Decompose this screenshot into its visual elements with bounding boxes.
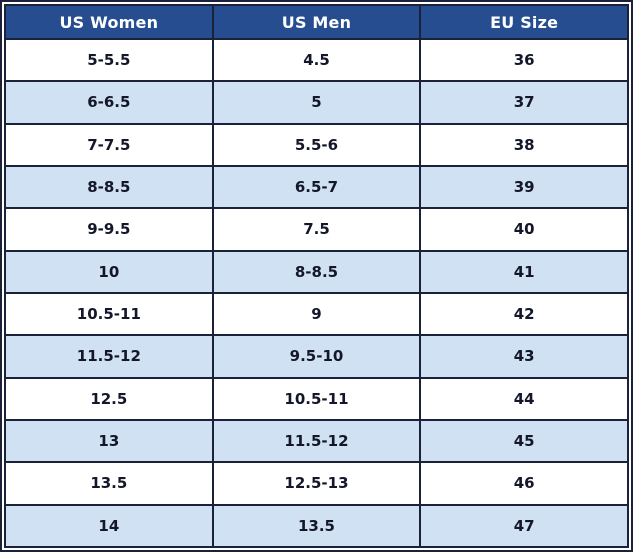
table-row: 13.5 12.5-13 46	[4, 461, 629, 506]
size-cell: 10.5-11	[211, 376, 422, 421]
size-cell: 6.5-7	[211, 164, 422, 210]
table-row: 5-5.5 4.5 36	[4, 37, 629, 83]
table-row: 14 13.5 47	[4, 503, 629, 549]
size-cell: 46	[419, 461, 629, 506]
size-table: US Women US Men EU Size 5-5.5 4.5 36 6-6.5 5…	[4, 4, 629, 549]
table-row: 10.5-11 9 42	[4, 291, 629, 337]
table-row: 9-9.5 7.5 40	[4, 207, 629, 252]
column-header-us-men: US Men	[211, 4, 422, 40]
size-cell: 14	[4, 503, 214, 549]
size-cell: 8-8.5	[211, 249, 422, 294]
size-cell: 11.5-12	[4, 334, 214, 379]
size-cell: 9.5-10	[211, 334, 422, 379]
size-cell: 8-8.5	[4, 164, 214, 210]
size-cell: 43	[419, 334, 629, 379]
size-cell: 36	[419, 37, 629, 83]
column-header-eu-size: EU Size	[419, 4, 629, 40]
size-cell: 45	[419, 418, 629, 464]
size-cell: 44	[419, 376, 629, 421]
size-cell: 41	[419, 249, 629, 294]
size-cell: 37	[419, 80, 629, 125]
size-cell: 10	[4, 249, 214, 294]
table-row: 7-7.5 5.5-6 38	[4, 122, 629, 167]
size-table-body: 5-5.5 4.5 36 6-6.5 5 37 7-7.5 5.5-6 38 8-8.5 6.5-7…	[4, 37, 629, 549]
table-row: 12.5 10.5-11 44	[4, 376, 629, 421]
size-cell: 39	[419, 164, 629, 210]
size-cell: 13.5	[211, 503, 422, 549]
table-row: 6-6.5 5 37	[4, 80, 629, 125]
header-row: US Women US Men EU Size	[4, 4, 629, 40]
size-cell: 11.5-12	[211, 418, 422, 464]
size-cell: 7-7.5	[4, 122, 214, 167]
size-cell: 42	[419, 291, 629, 337]
size-cell: 13.5	[4, 461, 214, 506]
size-cell: 5.5-6	[211, 122, 422, 167]
size-cell: 9	[211, 291, 422, 337]
size-cell: 38	[419, 122, 629, 167]
size-cell: 12.5	[4, 376, 214, 421]
size-cell: 9-9.5	[4, 207, 214, 252]
size-cell: 4.5	[211, 37, 422, 83]
size-cell: 47	[419, 503, 629, 549]
size-cell: 12.5-13	[211, 461, 422, 506]
size-cell: 5	[211, 80, 422, 125]
size-cell: 40	[419, 207, 629, 252]
size-cell: 7.5	[211, 207, 422, 252]
table-row: 11.5-12 9.5-10 43	[4, 334, 629, 379]
size-cell: 6-6.5	[4, 80, 214, 125]
table-row: 13 11.5-12 45	[4, 418, 629, 464]
table-row: 10 8-8.5 41	[4, 249, 629, 294]
size-cell: 5-5.5	[4, 37, 214, 83]
column-header-us-women: US Women	[4, 4, 214, 40]
size-cell: 10.5-11	[4, 291, 214, 337]
size-cell: 13	[4, 418, 214, 464]
table-row: 8-8.5 6.5-7 39	[4, 164, 629, 210]
